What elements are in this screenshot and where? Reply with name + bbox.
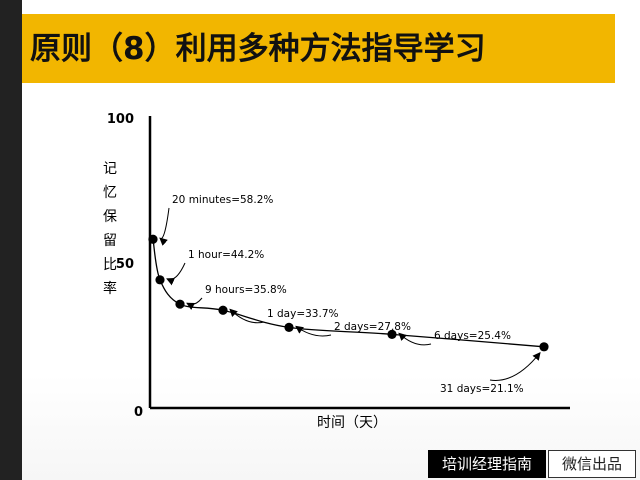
annotation-arrow	[398, 332, 432, 346]
data-point	[539, 342, 549, 352]
y-tick-label: 100	[107, 112, 134, 127]
x-axis-label: 时间（天）	[317, 415, 387, 431]
y-tick-label: 0	[134, 405, 143, 420]
data-point	[218, 305, 228, 315]
data-point	[387, 329, 397, 339]
data-point	[175, 299, 185, 309]
y-axis-label: 记忆保留比率	[103, 161, 117, 297]
title-notch	[0, 14, 22, 83]
left-rail	[0, 0, 22, 480]
annotation-arrow	[295, 325, 332, 337]
data-point	[155, 275, 165, 285]
annotation-arrow	[159, 207, 170, 246]
data-label: 20 minutes=58.2%	[172, 194, 273, 206]
data-label: 1 day=33.7%	[267, 308, 339, 320]
data-label: 9 hours=35.8%	[205, 284, 287, 296]
slide-title: 原则（8）利用多种方法指导学习	[30, 31, 486, 67]
data-point	[148, 234, 158, 244]
footer-badge: 培训经理指南	[428, 450, 546, 478]
data-label: 1 hour=44.2%	[188, 249, 264, 261]
annotation-arrow	[489, 352, 541, 381]
footer-source: 微信出品	[548, 450, 636, 478]
data-label: 6 days=25.4%	[434, 330, 511, 342]
data-label: 2 days=27.8%	[334, 321, 411, 333]
annotation-arrow	[166, 262, 186, 286]
annotation-arrow	[229, 308, 265, 324]
data-point	[284, 322, 294, 332]
annotation-arrow	[186, 297, 203, 311]
data-label: 31 days=21.1%	[440, 383, 524, 395]
y-tick-label: 50	[116, 257, 134, 272]
title-band	[0, 14, 615, 83]
